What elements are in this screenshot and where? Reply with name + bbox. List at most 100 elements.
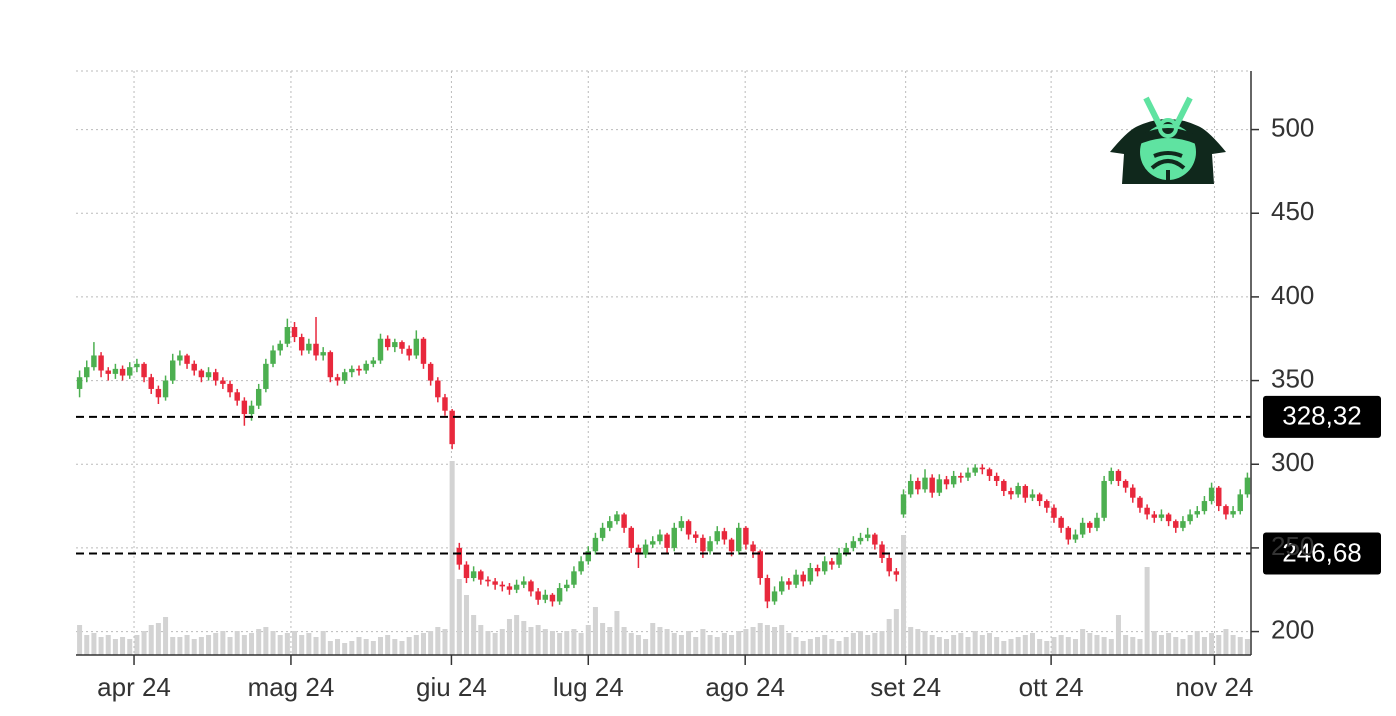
- candle-body: [105, 370, 111, 374]
- candle-body: [306, 343, 312, 351]
- candle-body: [270, 350, 276, 364]
- candle-body: [786, 581, 792, 585]
- volume-bar: [958, 633, 964, 655]
- y-tick-label: 500: [1271, 112, 1314, 142]
- candle-body: [900, 494, 907, 515]
- candle-body: [170, 360, 176, 381]
- volume-bar: [1087, 633, 1093, 655]
- candle-body: [420, 338, 427, 364]
- candle-body: [220, 380, 226, 384]
- volume-bar: [994, 637, 1000, 655]
- candle-body: [141, 363, 147, 378]
- candle-body: [872, 534, 878, 545]
- volume-bar: [951, 635, 957, 655]
- candle-body: [1001, 480, 1007, 492]
- candle-body: [427, 363, 434, 381]
- candle-body: [384, 338, 391, 348]
- candle-body: [721, 531, 728, 540]
- volume-bar: [127, 639, 133, 655]
- volume-bar: [77, 625, 83, 655]
- candle-body: [399, 342, 405, 349]
- volume-bar: [800, 641, 806, 655]
- volume-bar: [1180, 639, 1186, 655]
- volume-bar: [650, 623, 656, 655]
- volume-bar: [893, 609, 899, 655]
- candle-body: [1022, 485, 1029, 498]
- candle-body: [685, 521, 692, 535]
- volume-bar: [313, 637, 319, 655]
- volume-bar: [571, 629, 577, 655]
- candle-body: [757, 551, 763, 579]
- volume-bar: [700, 629, 706, 655]
- candle-body: [1036, 494, 1043, 502]
- volume-bar: [1072, 639, 1078, 655]
- candle-body: [435, 380, 441, 398]
- candle-body: [177, 355, 183, 361]
- volume-bar: [1022, 635, 1028, 655]
- volume-bar: [779, 625, 785, 655]
- candle-body: [864, 534, 871, 538]
- volume-bar: [263, 627, 269, 655]
- volume-bar: [184, 635, 190, 655]
- candle-body: [112, 368, 119, 374]
- candle-body: [671, 527, 677, 548]
- candle-body: [291, 327, 298, 338]
- candle-body: [470, 571, 477, 579]
- candle-body: [1101, 480, 1107, 518]
- candle-body: [642, 544, 649, 555]
- volume-bar: [965, 637, 971, 655]
- candle-body: [714, 531, 720, 542]
- x-tick-label: nov 24: [1175, 672, 1253, 702]
- y-tick-label: 350: [1271, 363, 1314, 393]
- candle-body: [1165, 514, 1172, 522]
- volume-bar: [879, 631, 885, 655]
- candle-body: [542, 594, 549, 600]
- volume-bar: [707, 635, 713, 655]
- volume-bar: [155, 623, 161, 655]
- axes: 200 250 300 350 400 450 500 apr 24 mag 24 giu 24 l…: [76, 71, 1314, 702]
- volume-bar: [98, 637, 104, 655]
- volume-bar: [249, 633, 255, 655]
- candle-body: [320, 352, 326, 356]
- candle-body: [657, 534, 663, 542]
- volume-bar: [635, 635, 641, 655]
- volume-bar: [256, 629, 262, 655]
- y-tick-label: 300: [1271, 447, 1314, 477]
- candle-body: [499, 584, 506, 587]
- volume-bar: [342, 643, 348, 655]
- candle-body: [592, 537, 599, 552]
- volume-bar: [1216, 635, 1222, 655]
- candle-body: [1065, 527, 1072, 540]
- candle-body: [778, 581, 785, 592]
- volume-bar: [134, 635, 140, 655]
- volume-bar: [413, 635, 419, 655]
- candle-body: [571, 571, 577, 585]
- y-tick-label: 250: [1271, 531, 1314, 561]
- volume-bar: [693, 637, 699, 655]
- volume-bar: [449, 461, 455, 655]
- candle-body: [377, 338, 384, 361]
- volume-bar: [850, 633, 856, 655]
- candle-body: [1244, 477, 1251, 495]
- volume-bar: [578, 633, 584, 655]
- candle-body: [191, 363, 197, 371]
- volume-bar: [1209, 633, 1215, 655]
- volume-bar: [105, 635, 111, 655]
- candle-body: [1223, 506, 1229, 515]
- candle-body: [664, 534, 670, 548]
- volume-bar: [929, 635, 935, 655]
- volume-bar: [471, 615, 477, 655]
- volume-bar: [807, 639, 813, 655]
- x-tick-label: mag 24: [248, 672, 335, 702]
- candle-body: [1079, 522, 1086, 535]
- volume-bar: [908, 627, 914, 655]
- y-tick-label: 200: [1271, 614, 1314, 644]
- candle-body: [922, 477, 928, 490]
- volume-bar: [1015, 637, 1021, 655]
- volume-bar: [478, 625, 484, 655]
- candle-body: [1008, 491, 1014, 495]
- candle-body: [478, 571, 484, 580]
- candle-body: [392, 342, 398, 348]
- volume-bar: [843, 637, 849, 655]
- candle-body: [936, 479, 943, 493]
